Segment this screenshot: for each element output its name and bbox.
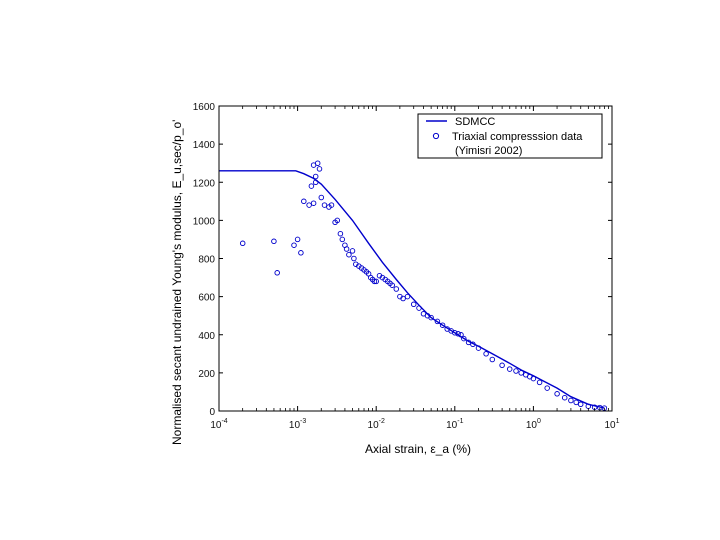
data-point [371,278,378,285]
data-point [434,318,441,325]
data-point [301,198,307,205]
x-tick-label: 10-3 [289,418,306,431]
y-tick-label: 1000 [193,216,216,227]
data-point [544,385,550,391]
y-tick-label: 1600 [193,102,216,113]
data-point [499,362,505,369]
data-point [308,183,315,189]
y-tick-label: 200 [198,369,215,380]
x-tick-label: 10-2 [368,418,385,431]
data-point [518,370,524,376]
legend-label-sdmcc: SDMCC [455,116,495,128]
y-tick-label: 1200 [193,178,216,189]
data-point [554,391,560,397]
data-point [470,341,476,348]
data-point [373,278,379,285]
data-point [428,314,434,321]
y-tick-label: 0 [209,407,215,418]
legend-label-data: Triaxial compresssion data [452,131,583,143]
data-point [291,242,297,248]
data-point [475,345,482,351]
data-point [321,202,328,208]
legend-box [417,113,603,159]
data-point [310,200,317,206]
y-tick-label: 600 [198,293,215,304]
y-tick-label: 800 [198,255,215,266]
data-point [404,293,411,300]
data-point [461,335,467,342]
x-tick-label: 101 [604,418,619,431]
marks-layer [219,160,608,411]
data-point [439,322,446,328]
x-axis-title: Axial strain, ε_a (%) [365,442,471,456]
data-point [530,375,537,382]
data-point [536,379,543,386]
data-point [312,179,319,186]
data-point [561,394,568,401]
data-point [452,330,458,336]
data-point [513,368,519,374]
data-point [294,236,301,243]
data-point [465,339,472,346]
data-point [306,202,312,208]
data-point [458,332,464,338]
data-point [318,194,325,201]
data-point [314,160,321,166]
data-point [312,173,319,180]
legend-marker-swatch [432,132,440,140]
data-point [483,351,489,357]
data-point [339,236,346,243]
data-point [298,250,304,256]
data-point [349,248,356,254]
y-tick-label: 400 [198,331,215,342]
data-point [274,270,280,276]
data-point [573,399,579,406]
x-tick-label: 100 [526,418,541,431]
x-tick-label: 10-1 [446,418,463,431]
data-point [346,251,352,258]
data-point [271,238,277,245]
data-point [334,217,341,224]
x-tick-label: 10-4 [210,418,227,431]
data-point [568,397,574,404]
data-point [316,166,323,172]
data-point [410,301,417,308]
data-point [506,366,513,372]
y-axis-title: Normalised secant undrained Young's modu… [170,120,184,445]
data-point [400,295,406,302]
data-point [416,305,422,311]
data-point [239,240,246,247]
data-point [489,356,496,363]
legend: SDMCC Triaxial compresssion data (Yimisr… [417,113,603,159]
data-point [343,246,350,252]
data-point [337,230,344,237]
y-tick-label: 1400 [193,140,216,151]
data-point [389,282,395,288]
legend-label-source: (Yimisri 2002) [455,145,522,157]
data-point [393,286,400,292]
ticks-layer: 0 200 400 600 800 1000 1200 1400 1600 10-4 10-3 10-… [193,102,620,431]
data-point [351,255,357,262]
data-point [328,202,335,208]
data-point [455,331,461,337]
data-point [577,401,584,408]
